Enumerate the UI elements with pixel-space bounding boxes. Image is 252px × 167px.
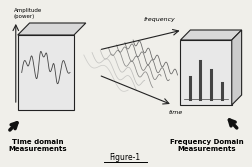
- Text: Time domain
Measurements: Time domain Measurements: [8, 139, 67, 152]
- Text: frequency: frequency: [143, 17, 175, 22]
- Polygon shape: [18, 35, 74, 110]
- Text: Frequency Domain
Measurements: Frequency Domain Measurements: [170, 139, 243, 152]
- Polygon shape: [180, 40, 231, 105]
- Polygon shape: [180, 30, 241, 40]
- Polygon shape: [18, 23, 85, 35]
- Polygon shape: [231, 30, 241, 105]
- Text: time: time: [168, 110, 182, 115]
- Text: Amplitude
(power): Amplitude (power): [14, 8, 42, 19]
- Text: Figure-1: Figure-1: [109, 153, 140, 162]
